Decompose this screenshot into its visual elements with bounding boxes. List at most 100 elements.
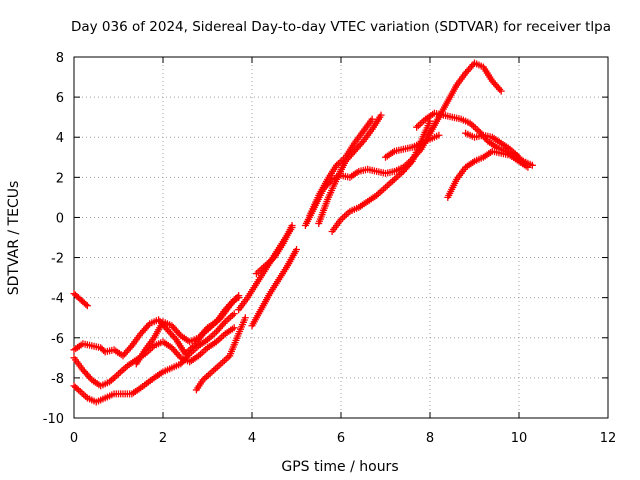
data-point-marker bbox=[83, 302, 91, 310]
data-point-marker bbox=[217, 360, 225, 368]
chart-title: Day 036 of 2024, Sidereal Day-to-day VTE… bbox=[71, 19, 611, 35]
data-point-marker bbox=[116, 368, 124, 376]
x-tick-label: 4 bbox=[248, 431, 256, 446]
data-point-marker bbox=[416, 120, 424, 128]
data-point-marker bbox=[100, 346, 108, 354]
x-tick-label: 0 bbox=[70, 431, 78, 446]
data-point-marker bbox=[241, 314, 249, 322]
data-point-marker bbox=[120, 365, 128, 373]
data-point-marker bbox=[219, 358, 227, 366]
data-point-marker bbox=[227, 313, 235, 321]
y-tick-label: 4 bbox=[56, 131, 64, 146]
data-point-marker bbox=[390, 175, 398, 183]
grid-lines bbox=[74, 57, 608, 418]
y-axis-label: SDTVAR / TECUs bbox=[6, 181, 22, 296]
data-point-marker bbox=[376, 188, 384, 196]
data-point-marker bbox=[377, 111, 385, 119]
data-point-marker bbox=[435, 131, 443, 139]
y-tick-label: -10 bbox=[43, 412, 64, 427]
data-point-marker bbox=[407, 159, 415, 167]
data-point-marker bbox=[200, 347, 208, 355]
x-tick-label: 8 bbox=[426, 431, 434, 446]
y-tick-label: -2 bbox=[51, 252, 64, 267]
series-track-12 bbox=[306, 115, 376, 219]
data-point-marker bbox=[515, 153, 523, 161]
y-tick-label: 6 bbox=[56, 91, 64, 106]
series-track-16 bbox=[444, 147, 532, 201]
data-point-marker bbox=[230, 310, 238, 318]
series-track-9 bbox=[252, 221, 296, 278]
x-tick-label: 6 bbox=[337, 431, 345, 446]
series-track-4 bbox=[70, 292, 243, 360]
data-point-marker bbox=[223, 316, 231, 324]
data-point-marker bbox=[220, 357, 228, 365]
data-point-marker bbox=[201, 374, 209, 382]
data-point-marker bbox=[207, 333, 215, 341]
data-point-marker bbox=[213, 363, 221, 371]
data-point-marker bbox=[385, 180, 393, 188]
data-point-marker bbox=[225, 315, 233, 323]
data-point-marker bbox=[471, 124, 479, 132]
data-point-marker bbox=[387, 179, 395, 187]
data-point-marker bbox=[382, 183, 389, 191]
series-track-13 bbox=[328, 117, 434, 235]
data-point-marker bbox=[339, 214, 347, 222]
data-point-marker bbox=[216, 335, 224, 343]
y-tick-label: 8 bbox=[56, 51, 64, 66]
data-point-marker bbox=[358, 139, 366, 147]
data-point-marker bbox=[293, 246, 300, 254]
series-track-1 bbox=[70, 290, 91, 310]
data-point-marker bbox=[198, 349, 206, 357]
axis-ticks: 0 2 4 6 8 10 12 -10 -8 -6 -4 -2 0 2 4 6 8 bbox=[43, 51, 617, 446]
data-point-marker bbox=[126, 343, 134, 351]
data-point-marker bbox=[414, 122, 422, 130]
y-tick-label: 2 bbox=[56, 171, 64, 186]
data-point-marker bbox=[392, 174, 400, 182]
data-point-marker bbox=[368, 115, 376, 123]
data-point-marker bbox=[80, 391, 88, 399]
data-point-marker bbox=[210, 366, 218, 374]
data-point-marker bbox=[212, 365, 220, 373]
data-point-marker bbox=[115, 370, 122, 378]
data-point-marker bbox=[215, 361, 223, 369]
data-point-marker bbox=[78, 389, 86, 397]
data-point-marker bbox=[208, 368, 216, 376]
data-point-marker bbox=[497, 87, 505, 95]
data-point-marker bbox=[222, 355, 230, 363]
data-point-marker bbox=[418, 118, 426, 126]
data-point-marker bbox=[171, 334, 179, 342]
data-point-marker bbox=[206, 369, 214, 377]
x-tick-label: 10 bbox=[511, 431, 528, 446]
x-tick-label: 2 bbox=[159, 431, 167, 446]
series-track-14 bbox=[382, 131, 443, 161]
y-tick-label: -8 bbox=[51, 372, 64, 387]
y-tick-label: 0 bbox=[56, 211, 64, 226]
data-point-marker bbox=[394, 172, 402, 180]
data-point-marker bbox=[229, 297, 237, 305]
data-point-marker bbox=[341, 212, 349, 220]
series-track-8 bbox=[248, 246, 300, 330]
data-point-marker bbox=[524, 163, 532, 171]
y-tick-label: -4 bbox=[51, 292, 64, 307]
data-point-marker bbox=[203, 373, 211, 381]
data-point-marker bbox=[380, 185, 388, 193]
series-track-17 bbox=[462, 129, 523, 161]
x-tick-label: 12 bbox=[600, 431, 617, 446]
series-track-5 bbox=[132, 294, 243, 368]
data-point-marker bbox=[175, 352, 183, 360]
data-point-marker bbox=[220, 319, 228, 327]
data-point-marker bbox=[218, 333, 226, 341]
data-point-marker bbox=[144, 321, 152, 329]
data-point-marker bbox=[528, 161, 536, 169]
data-point-marker bbox=[473, 126, 481, 134]
data-point-marker bbox=[342, 211, 350, 219]
data-point-marker bbox=[230, 324, 238, 332]
data-point-marker bbox=[111, 373, 119, 381]
data-point-marker bbox=[211, 329, 219, 337]
data-point-marker bbox=[383, 182, 391, 190]
data-point-marker bbox=[413, 123, 421, 131]
data-point-marker bbox=[389, 177, 397, 185]
data-point-marker bbox=[469, 61, 477, 69]
data-point-marker bbox=[109, 375, 117, 383]
